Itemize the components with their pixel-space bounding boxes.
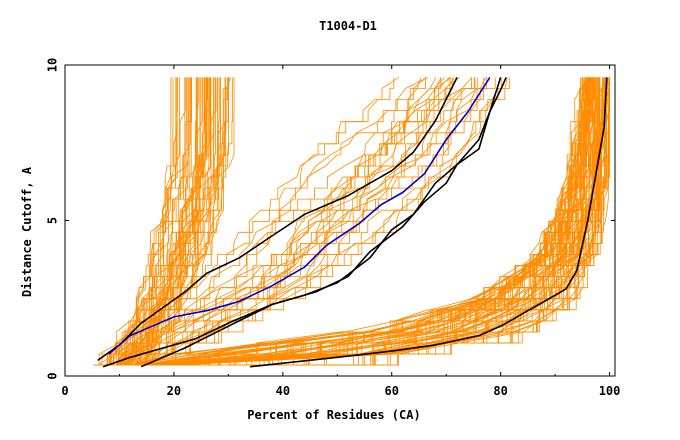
x-axis-ticks: 0 20 40 60 80 100 xyxy=(61,65,620,398)
x-tick-label: 40 xyxy=(276,384,290,398)
model-curve xyxy=(130,77,221,366)
model-curve xyxy=(109,77,428,366)
model-curve xyxy=(145,77,233,366)
model-curve xyxy=(170,77,610,366)
model-curve xyxy=(99,77,189,366)
y-axis-ticks: 0 5 10 xyxy=(46,58,615,380)
model-curve xyxy=(144,77,593,366)
x-tick-label: 0 xyxy=(61,384,68,398)
model-curve xyxy=(117,77,452,366)
model-curves-layer xyxy=(93,77,610,366)
model-curve xyxy=(135,77,221,366)
model-curve xyxy=(110,77,427,366)
model-curve xyxy=(112,77,426,366)
y-axis-label: Distance Cutoff, A xyxy=(20,166,34,297)
model-curve xyxy=(148,77,594,366)
model-curve xyxy=(130,77,584,366)
chart-title: T1004-D1 xyxy=(319,19,377,33)
y-tick-label: 0 xyxy=(46,372,60,379)
model-curve xyxy=(154,77,605,366)
series-line-model-E xyxy=(250,77,608,368)
y-tick-label: 5 xyxy=(46,217,60,224)
series-line-model-C xyxy=(102,77,507,368)
model-curve xyxy=(156,77,598,366)
series-line-model-A xyxy=(97,77,458,362)
model-curve xyxy=(139,77,496,366)
model-curve xyxy=(166,77,610,366)
model-curve xyxy=(162,77,608,366)
model-curve xyxy=(133,77,226,366)
model-curve xyxy=(125,77,472,366)
x-tick-label: 20 xyxy=(167,384,181,398)
x-tick-label: 80 xyxy=(493,384,507,398)
x-tick-label: 60 xyxy=(385,384,399,398)
x-axis-label: Percent of Residues (CA) xyxy=(247,408,420,422)
model-curve xyxy=(169,77,610,366)
highlight-curves-layer xyxy=(97,76,608,368)
y-tick-label: 10 xyxy=(46,58,60,72)
x-tick-label: 100 xyxy=(599,384,621,398)
model-curve xyxy=(128,77,475,366)
model-curve xyxy=(156,77,600,366)
model-curve xyxy=(97,77,399,366)
series-line-model-B xyxy=(108,76,491,355)
model-curve xyxy=(118,77,437,366)
model-curve xyxy=(142,77,595,366)
model-curve xyxy=(120,77,442,366)
series-line-model-D xyxy=(140,77,502,368)
